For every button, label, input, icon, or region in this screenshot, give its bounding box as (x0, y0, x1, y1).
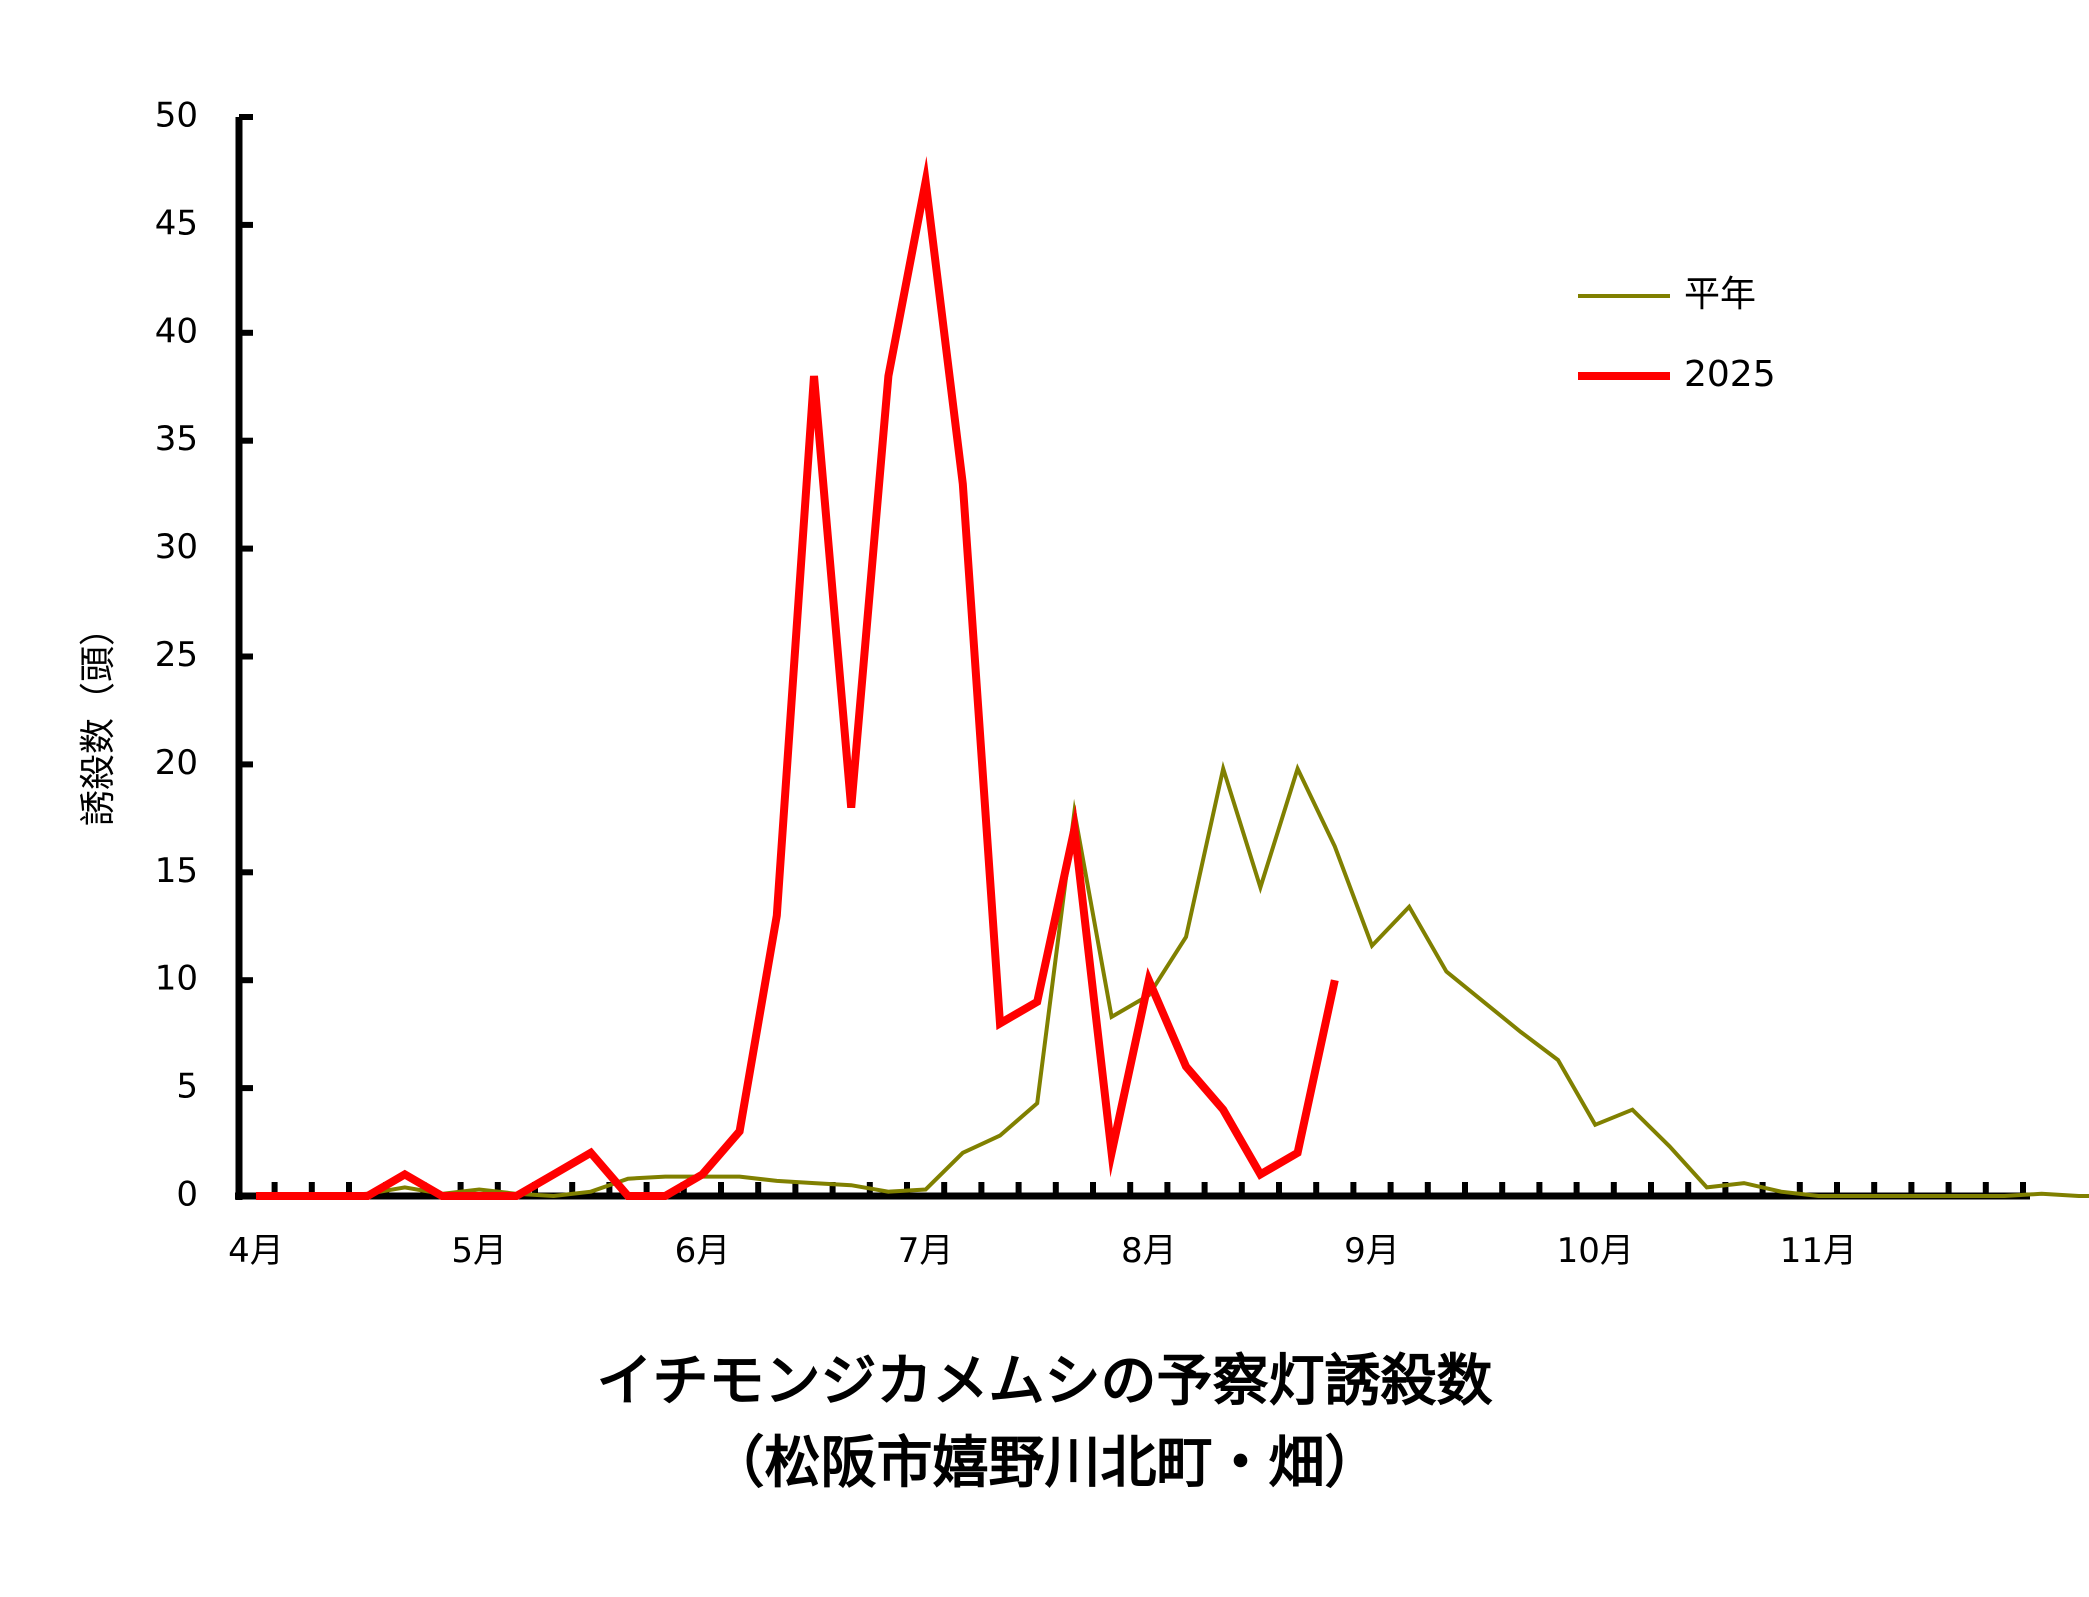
series-line-0 (256, 760, 2089, 1199)
chart-title-line-2: （松阪市嬉野川北町・畑） (708, 1431, 1381, 1496)
y-tick-label: 45 (155, 203, 198, 243)
legend: 平年 2025 (1578, 274, 1776, 395)
y-tick-label: 10 (155, 959, 198, 999)
y-tick-label: 25 (155, 635, 198, 675)
y-tick-label: 35 (155, 419, 198, 459)
x-tick-label: 10月 (1557, 1231, 1634, 1271)
y-tick-label: 40 (155, 311, 198, 351)
x-axis: 4月 5月 6月 7月 8月 9月 10月 11月 (228, 1182, 2030, 1271)
legend-label: 平年 (1684, 274, 1756, 315)
y-tick-label: 0 (176, 1175, 198, 1215)
legend-label: 2025 (1684, 354, 1776, 395)
x-tick-label: 6月 (675, 1231, 731, 1271)
x-tick-label: 5月 (451, 1231, 507, 1271)
series-line-1 (256, 155, 1339, 1200)
x-tick-label: 11月 (1780, 1231, 1857, 1271)
y-tick-label: 20 (155, 743, 198, 783)
y-tick-label: 50 (155, 96, 198, 136)
chart-title-line-1: イチモンジカメムシの予察灯誘殺数 (596, 1349, 1493, 1414)
x-tick-label: 9月 (1344, 1231, 1400, 1271)
y-tick-label: 30 (155, 527, 198, 567)
x-tick-label: 8月 (1121, 1231, 1177, 1271)
series-lines (256, 155, 2089, 1200)
x-tick-label: 7月 (898, 1231, 954, 1271)
y-axis: 0 5 10 15 20 25 30 35 40 45 50 (155, 96, 253, 1215)
y-axis-label: 誘殺数（頭） (78, 610, 119, 826)
x-tick-label: 4月 (228, 1231, 284, 1271)
y-tick-label: 5 (176, 1067, 198, 1107)
y-tick-label: 15 (155, 851, 198, 891)
